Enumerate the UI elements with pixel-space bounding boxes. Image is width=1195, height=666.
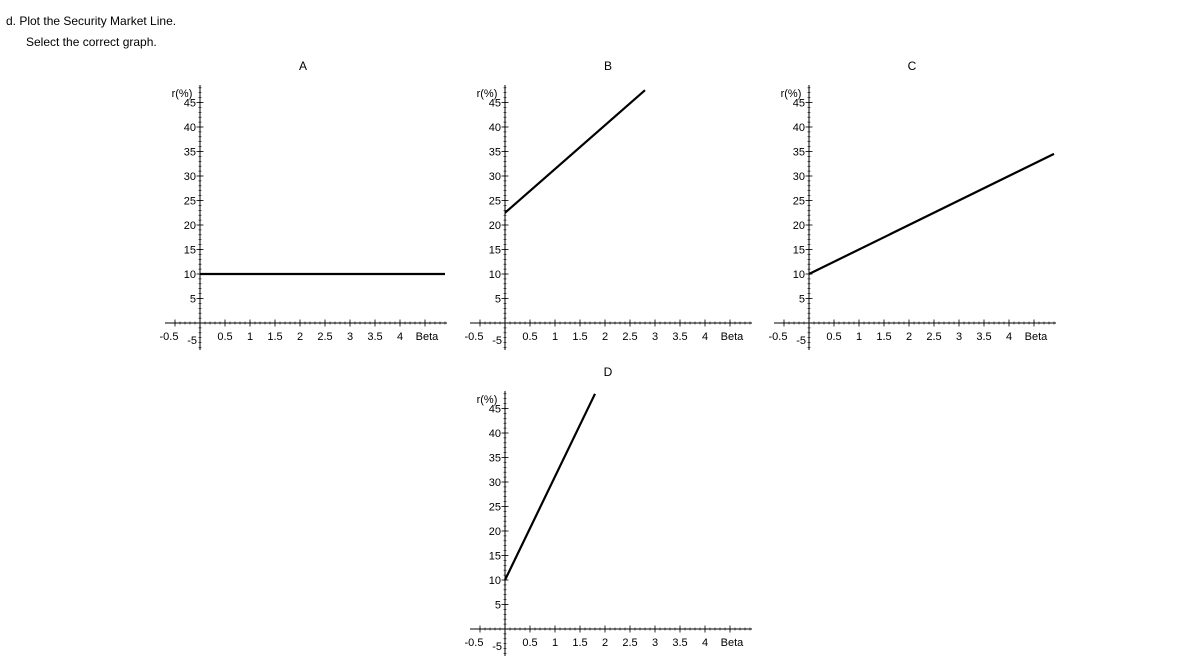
x-tick-label: 1	[552, 637, 558, 649]
x-tick-label: 1.5	[572, 331, 587, 343]
graph-c[interactable]: C -0.5 0.5 1 1.5 2 2.5 3 3.5 4 Beta 5 10 15 20 25 30 35 40…	[749, 52, 1069, 352]
x-tick-label: 2	[602, 331, 608, 343]
x-tick-label: 3.5	[672, 331, 687, 343]
y-tick-label: 15	[793, 245, 805, 257]
x-tick-label: -0.5	[465, 637, 484, 649]
x-tick-label: 3	[347, 331, 353, 343]
x-axis-label: Beta	[721, 637, 745, 649]
x-tick-label: 1	[552, 331, 558, 343]
y-tick-label: 30	[793, 171, 805, 183]
x-tick-label: 0.5	[522, 637, 537, 649]
y-tick-label: 20	[489, 526, 501, 538]
y-tick-label: 35	[489, 147, 501, 159]
y-tick-label: 15	[184, 245, 196, 257]
x-tick-label: 4	[702, 331, 708, 343]
y-axis-label: r(%)	[172, 88, 193, 100]
graph-b[interactable]: B -0.5 0.5 1 1.5 2 2.5 3 3.5 4 Beta 5 10 15 20 25 30 35 40…	[445, 52, 765, 352]
x-tick-label: 1.5	[267, 331, 282, 343]
x-tick-label: 3	[956, 331, 962, 343]
y-tick-label: 5	[495, 600, 501, 612]
y-tick-label: 35	[793, 147, 805, 159]
y-tick-label: 10	[184, 269, 196, 281]
y-tick-label: 10	[489, 269, 501, 281]
x-axis-label: Beta	[416, 331, 440, 343]
y-tick-label: 35	[489, 453, 501, 465]
x-tick-label: 4	[397, 331, 403, 343]
x-tick-label: 1.5	[572, 637, 587, 649]
plot-title: B	[604, 59, 612, 73]
y-tick-label: 45	[793, 98, 805, 110]
x-tick-label: 3.5	[976, 331, 991, 343]
x-tick-label: 2.5	[317, 331, 332, 343]
x-axis-label: Beta	[1025, 331, 1049, 343]
x-tick-label: -0.5	[465, 331, 484, 343]
y-tick-label: 40	[793, 122, 805, 134]
graph-d[interactable]: D -0.5 0.5 1 1.5 2 2.5 3 3.5 4 Beta 5 10 15 20 25 30 35 40…	[445, 358, 765, 658]
x-tick-label: 3	[652, 637, 658, 649]
y-tick-label: 40	[489, 122, 501, 134]
y-tick-label: 40	[489, 428, 501, 440]
y-tick-label: 10	[489, 575, 501, 587]
y-tick-label: -5	[796, 335, 806, 347]
y-tick-label: 30	[489, 171, 501, 183]
plot-title: A	[299, 59, 307, 73]
y-tick-label: 25	[489, 196, 501, 208]
x-axis-label: Beta	[721, 331, 745, 343]
x-tick-label: 1	[856, 331, 862, 343]
question-prompt: d. Plot the Security Market Line.	[6, 14, 177, 28]
y-axis-label: r(%)	[477, 88, 498, 100]
y-tick-label: 45	[489, 98, 501, 110]
y-tick-label: 25	[489, 502, 501, 514]
y-tick-label: 45	[489, 404, 501, 416]
x-tick-label: -0.5	[160, 331, 179, 343]
y-axis-label: r(%)	[477, 394, 498, 406]
x-tick-label: 3.5	[367, 331, 382, 343]
y-axis-label: r(%)	[781, 88, 802, 100]
sml-line	[504, 393, 596, 581]
y-tick-label: 40	[184, 122, 196, 134]
sml-line	[808, 152, 1055, 275]
x-tick-label: 2	[297, 331, 303, 343]
y-tick-label: 5	[495, 294, 501, 306]
y-tick-label: 25	[793, 196, 805, 208]
x-tick-label: 3.5	[672, 637, 687, 649]
y-tick-label: 15	[489, 245, 501, 257]
plot-title: C	[908, 59, 917, 73]
x-tick-label: 1	[247, 331, 253, 343]
y-tick-label: -5	[492, 335, 502, 347]
graph-a[interactable]: A -0.5 0.5 1 1.5 2 2.5 3 3.5 4 Beta 5 10 15 20 25 30 35 40…	[140, 52, 460, 352]
y-tick-label: 10	[793, 269, 805, 281]
x-tick-label: 2.5	[926, 331, 941, 343]
x-tick-label: 0.5	[522, 331, 537, 343]
y-tick-label: 20	[489, 220, 501, 232]
y-tick-label: 30	[184, 171, 196, 183]
plot-title: D	[604, 365, 613, 379]
y-tick-label: 25	[184, 196, 196, 208]
y-tick-label: 5	[190, 294, 196, 306]
x-tick-label: 2	[906, 331, 912, 343]
x-tick-label: 1.5	[876, 331, 891, 343]
y-tick-label: 35	[184, 147, 196, 159]
sml-line	[504, 89, 646, 214]
y-tick-label: -5	[187, 335, 197, 347]
x-tick-label: 0.5	[826, 331, 841, 343]
y-tick-label: 20	[793, 220, 805, 232]
x-tick-label: 4	[702, 637, 708, 649]
x-tick-label: 3	[652, 331, 658, 343]
y-tick-label: 5	[799, 294, 805, 306]
y-tick-label: 45	[184, 98, 196, 110]
x-tick-label: 0.5	[217, 331, 232, 343]
y-tick-label: 30	[489, 477, 501, 489]
x-tick-label: 2.5	[622, 637, 637, 649]
x-tick-label: 2.5	[622, 331, 637, 343]
x-tick-label: 2	[602, 637, 608, 649]
question-instruction: Select the correct graph.	[26, 35, 157, 49]
y-tick-label: 15	[489, 551, 501, 563]
x-tick-label: -0.5	[769, 331, 788, 343]
y-tick-label: 20	[184, 220, 196, 232]
x-tick-label: 4	[1006, 331, 1012, 343]
y-tick-label: -5	[492, 641, 502, 653]
